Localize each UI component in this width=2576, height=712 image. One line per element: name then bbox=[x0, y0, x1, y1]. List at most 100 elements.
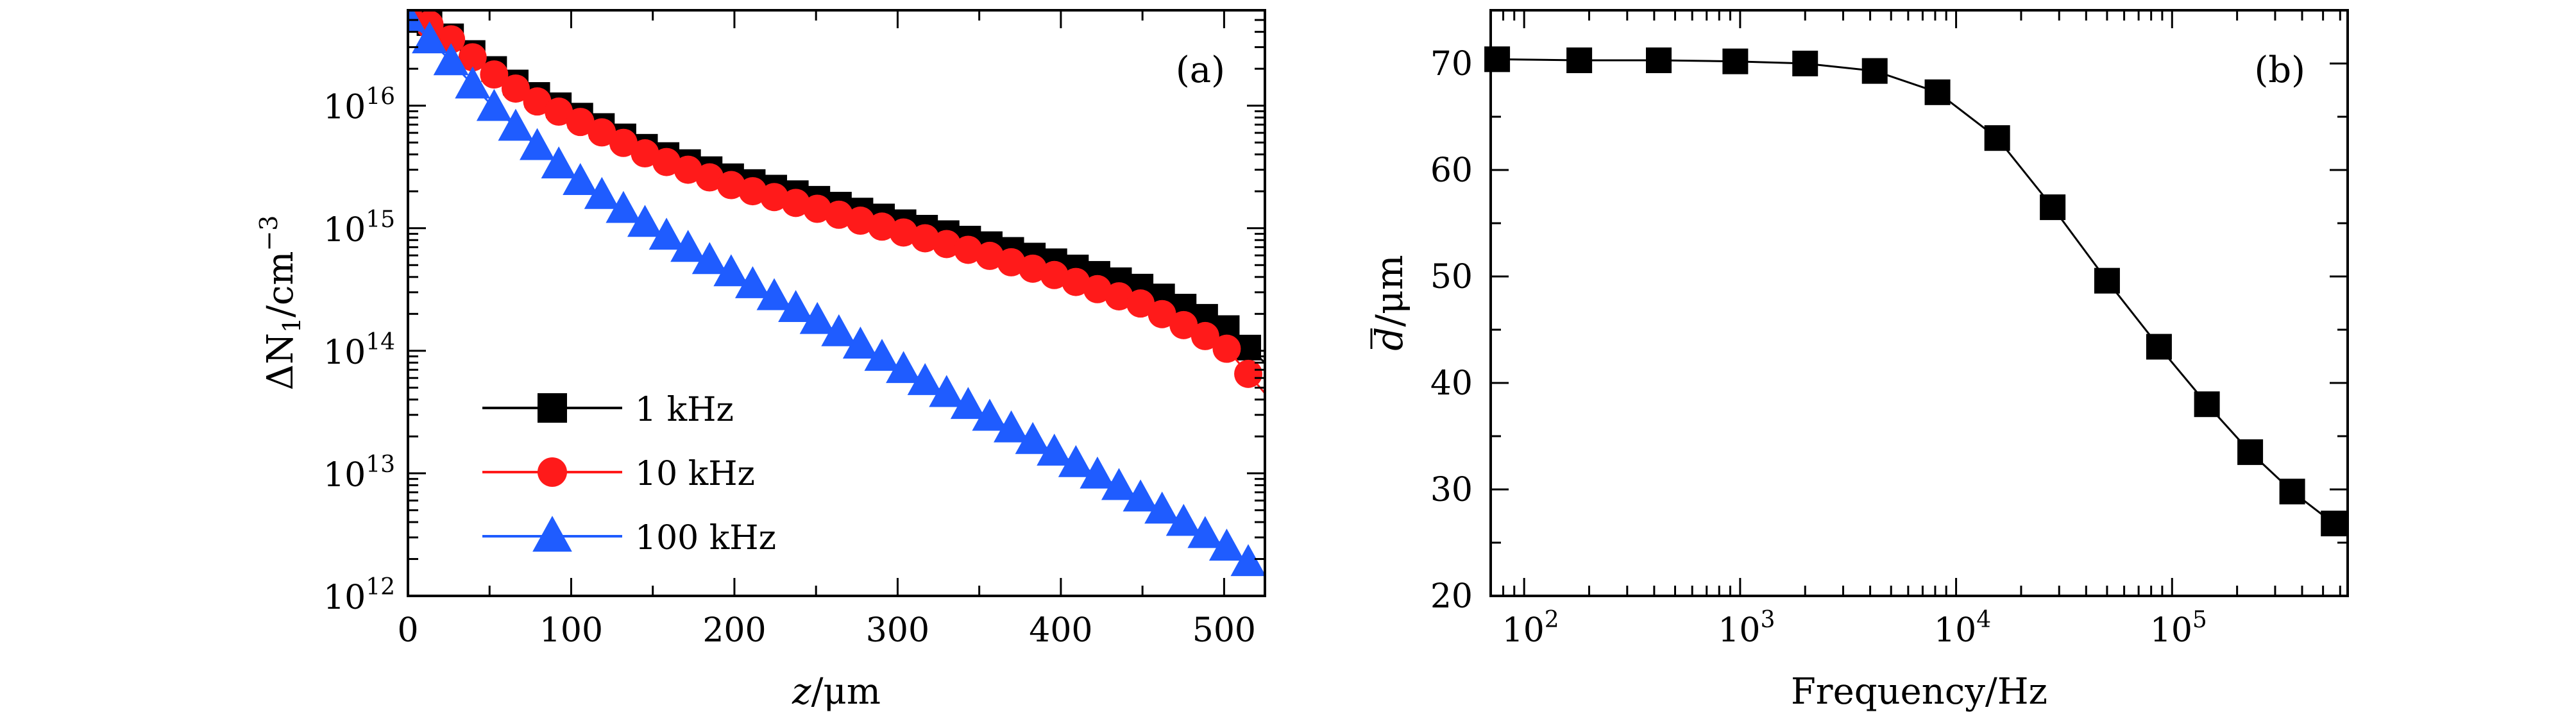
point-d bbox=[2094, 267, 2120, 294]
point-10-khz bbox=[674, 155, 702, 184]
y-tick-label: 20 bbox=[1430, 577, 1473, 616]
point-100-khz bbox=[1187, 516, 1223, 548]
point-100-khz bbox=[648, 217, 684, 250]
y-tick-label: 70 bbox=[1430, 45, 1473, 83]
point-10-khz bbox=[1062, 267, 1090, 296]
x-tick-label: 104 bbox=[1934, 607, 1991, 650]
legend-label-100khz: 100 kHz bbox=[635, 519, 776, 557]
panel-a-y-axis-sub: 1 bbox=[278, 318, 306, 333]
x-tick-label: 400 bbox=[1029, 611, 1092, 650]
x-tick-base: 10 bbox=[2150, 611, 2192, 650]
x-tick-base: 10 bbox=[1718, 611, 1760, 650]
point-d bbox=[1566, 47, 1593, 74]
point-100-khz bbox=[1230, 544, 1265, 577]
x-tick-exp: 5 bbox=[2192, 607, 2207, 633]
point-100-khz bbox=[886, 351, 922, 384]
point-10-khz bbox=[458, 43, 487, 72]
x-tick-label: 500 bbox=[1192, 611, 1256, 650]
x-tick-base: 10 bbox=[1502, 611, 1545, 650]
panel-b-y-axis-label: d/μm bbox=[1368, 255, 1411, 350]
panel-a-x-axis-unit: /μm bbox=[811, 671, 881, 712]
point-d bbox=[1924, 79, 1951, 105]
point-100-khz bbox=[1015, 421, 1051, 454]
point-10-khz bbox=[781, 189, 810, 217]
point-10-khz bbox=[954, 235, 983, 264]
point-d bbox=[2321, 511, 2347, 537]
point-10-khz bbox=[1212, 334, 1241, 363]
point-100-khz bbox=[455, 66, 491, 99]
point-100-khz bbox=[713, 254, 749, 287]
point-d bbox=[1484, 46, 1511, 72]
point-d bbox=[2194, 391, 2220, 418]
point-100-khz bbox=[563, 163, 598, 195]
point-d bbox=[2146, 334, 2172, 360]
legend-marker-1-khz bbox=[538, 393, 567, 423]
point-100-khz bbox=[907, 362, 943, 395]
panel-a-y-axis-label: ΔN1/cm−3 bbox=[255, 215, 306, 390]
point-100-khz bbox=[1123, 479, 1158, 512]
panel-a-series-group bbox=[408, 10, 1265, 577]
y-tick-exp: 12 bbox=[366, 574, 395, 600]
point-10-khz bbox=[1234, 359, 1263, 388]
point-10-khz bbox=[1126, 289, 1155, 318]
point-d bbox=[2040, 194, 2066, 221]
point-100-khz bbox=[994, 410, 1030, 443]
point-d bbox=[1861, 58, 1888, 84]
y-tick-label: 1012 bbox=[323, 574, 395, 617]
point-d bbox=[1722, 48, 1749, 74]
point-100-khz bbox=[1101, 468, 1137, 500]
point-100-khz bbox=[1165, 504, 1201, 536]
x-tick-label: 103 bbox=[1718, 607, 1775, 650]
point-100-khz bbox=[972, 398, 1008, 431]
y-tick-exp: 14 bbox=[366, 329, 395, 355]
x-tick-label: 0 bbox=[397, 611, 418, 650]
y-tick-base: 10 bbox=[323, 456, 366, 495]
y-tick-exp: 15 bbox=[366, 207, 395, 233]
panel-a-marks bbox=[408, 10, 1265, 577]
point-10-khz bbox=[760, 183, 789, 212]
point-10-khz bbox=[889, 218, 918, 247]
x-tick-label: 200 bbox=[702, 611, 766, 650]
x-tick-exp: 2 bbox=[1545, 607, 1559, 633]
panel-b-y-axis-text: d/μm bbox=[1368, 255, 1411, 350]
point-100-khz bbox=[670, 230, 706, 262]
panel-a-plot-frame bbox=[407, 9, 1266, 597]
legend-marker-100-khz bbox=[532, 516, 572, 552]
panel-b-y-axis-unit: /μm bbox=[1368, 255, 1411, 326]
point-10-khz bbox=[501, 74, 530, 103]
panel-b-y-axis-var: d bbox=[1368, 327, 1411, 351]
y-tick-base: 10 bbox=[323, 334, 366, 372]
y-tick-base: 10 bbox=[323, 579, 366, 617]
panel-b-marks bbox=[1484, 46, 2347, 537]
panel-b-plot-frame bbox=[1489, 9, 2349, 597]
point-10-khz bbox=[588, 118, 616, 147]
legend-items bbox=[482, 393, 622, 552]
point-10-khz bbox=[738, 177, 767, 206]
point-100-khz bbox=[1037, 434, 1072, 466]
panel-a-y-axis-sup: −3 bbox=[255, 215, 283, 251]
point-100-khz bbox=[433, 43, 469, 76]
point-10-khz bbox=[1019, 254, 1047, 283]
point-10-khz bbox=[824, 200, 853, 229]
point-10-khz bbox=[695, 163, 724, 192]
point-100-khz bbox=[1144, 491, 1180, 524]
point-100-khz bbox=[1058, 445, 1094, 477]
point-10-khz bbox=[1148, 300, 1176, 328]
point-d bbox=[1792, 51, 1818, 76]
point-10-khz bbox=[846, 207, 875, 235]
point-10-khz bbox=[652, 148, 681, 176]
y-tick-label: 1015 bbox=[323, 207, 395, 250]
x-tick-label: 102 bbox=[1502, 607, 1559, 650]
point-10-khz bbox=[1105, 282, 1133, 310]
point-10-khz bbox=[437, 25, 466, 54]
point-10-khz bbox=[803, 194, 832, 223]
point-100-khz bbox=[778, 290, 814, 323]
point-100-khz bbox=[734, 266, 770, 298]
point-10-khz bbox=[545, 97, 573, 126]
point-100-khz bbox=[799, 301, 835, 334]
legend-label-10khz: 10 kHz bbox=[635, 455, 755, 493]
point-100-khz bbox=[541, 146, 577, 179]
